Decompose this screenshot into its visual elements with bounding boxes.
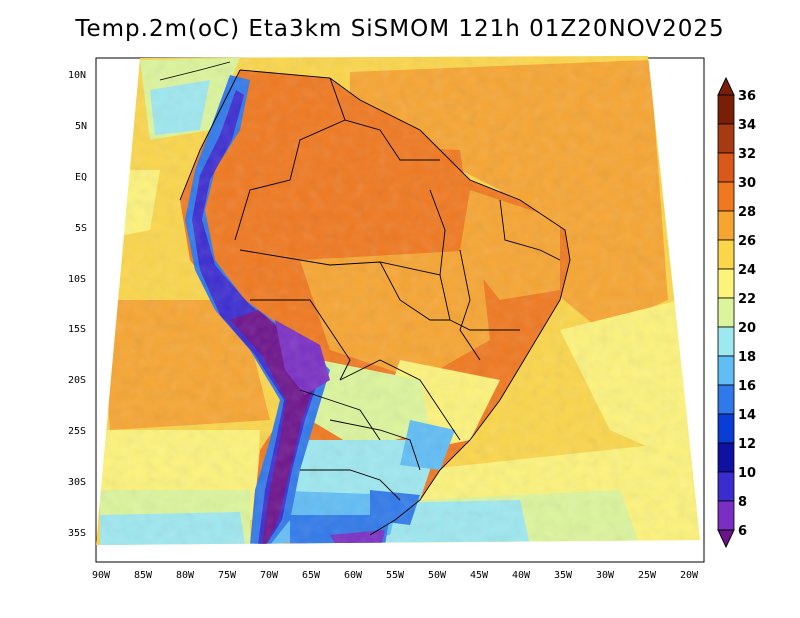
colorbar-label: 12 xyxy=(738,437,756,452)
colorbar-swatch xyxy=(717,355,735,386)
lon-label: 80W xyxy=(176,570,195,581)
lon-label: 70W xyxy=(260,570,279,581)
lat-label: 15S xyxy=(68,324,86,335)
colorbar-bottom-arrow xyxy=(717,529,735,549)
colorbar-swatch xyxy=(717,384,735,415)
colorbar-label: 24 xyxy=(738,263,756,278)
lon-label: 90W xyxy=(92,570,111,581)
latitude-axis: 10N 5N EQ 5S 10S 15S 20S 25S 30S 35S xyxy=(68,70,87,539)
lon-label: 65W xyxy=(302,570,321,581)
country-borders xyxy=(159,61,571,536)
colorbar-swatch xyxy=(717,326,735,357)
map-title: Temp.2m(oC) Eta3km SiSMOM 121h 01Z20NOV2… xyxy=(75,16,725,42)
field-layer xyxy=(96,56,700,545)
lat-label: 5N xyxy=(75,121,87,132)
colorbar-swatch xyxy=(717,500,735,531)
colorbar-label: 14 xyxy=(738,408,756,423)
colorbar-swatch xyxy=(717,297,735,328)
colorbar-label: 26 xyxy=(738,234,756,249)
lat-label: 10S xyxy=(68,274,86,285)
texture-overlay xyxy=(96,56,700,545)
colorbar-label: 34 xyxy=(738,118,756,133)
colorbar-label: 36 xyxy=(738,89,756,104)
colorbar-label: 10 xyxy=(738,466,756,481)
longitude-axis: 90W 85W 80W 75W 70W 65W 60W 55W 50W 45W … xyxy=(92,570,699,581)
colorbar-label: 16 xyxy=(738,379,756,394)
lon-label: 45W xyxy=(470,570,489,581)
colorbar-label: 28 xyxy=(738,205,756,220)
lon-label: 35W xyxy=(554,570,573,581)
colorbar-label: 32 xyxy=(738,147,756,162)
colorbar-top-arrow xyxy=(717,76,735,96)
colorbar-label: 18 xyxy=(738,350,756,365)
lat-label: 30S xyxy=(68,477,86,488)
lon-label: 40W xyxy=(512,570,531,581)
lon-label: 50W xyxy=(428,570,447,581)
colorbar-swatch xyxy=(717,442,735,473)
colorbar-label: 6 xyxy=(738,524,747,539)
colorbar-label: 8 xyxy=(738,495,747,510)
lat-label: 25S xyxy=(68,426,86,437)
colorbar-label: 30 xyxy=(738,176,756,191)
lon-label: 85W xyxy=(134,570,153,581)
lat-label: 20S xyxy=(68,375,86,386)
lon-label: 30W xyxy=(596,570,615,581)
colorbar-swatch xyxy=(717,123,735,154)
colorbar-swatch xyxy=(717,94,735,125)
lon-label: 20W xyxy=(680,570,699,581)
colorbar-swatch xyxy=(717,210,735,241)
colorbar-swatch xyxy=(717,471,735,502)
lat-label: EQ xyxy=(75,172,87,183)
lon-label: 60W xyxy=(344,570,363,581)
colorbar-swatch xyxy=(717,268,735,299)
colorbar-swatch xyxy=(717,413,735,444)
lon-label: 25W xyxy=(638,570,657,581)
colorbar-label: 22 xyxy=(738,292,756,307)
colorbar-label: 20 xyxy=(738,321,756,336)
lat-label: 35S xyxy=(68,528,86,539)
lon-label: 75W xyxy=(218,570,237,581)
lat-label: 10N xyxy=(68,70,86,81)
colorbar-swatch xyxy=(717,239,735,270)
lat-label: 5S xyxy=(75,223,87,234)
colorbar-swatch xyxy=(717,181,735,212)
colorbar-swatch xyxy=(717,152,735,183)
colorbar: 36 34 32 30 28 26 24 22 20 18 16 14 12 10 8 6 xyxy=(717,76,756,549)
lon-label: 55W xyxy=(386,570,405,581)
